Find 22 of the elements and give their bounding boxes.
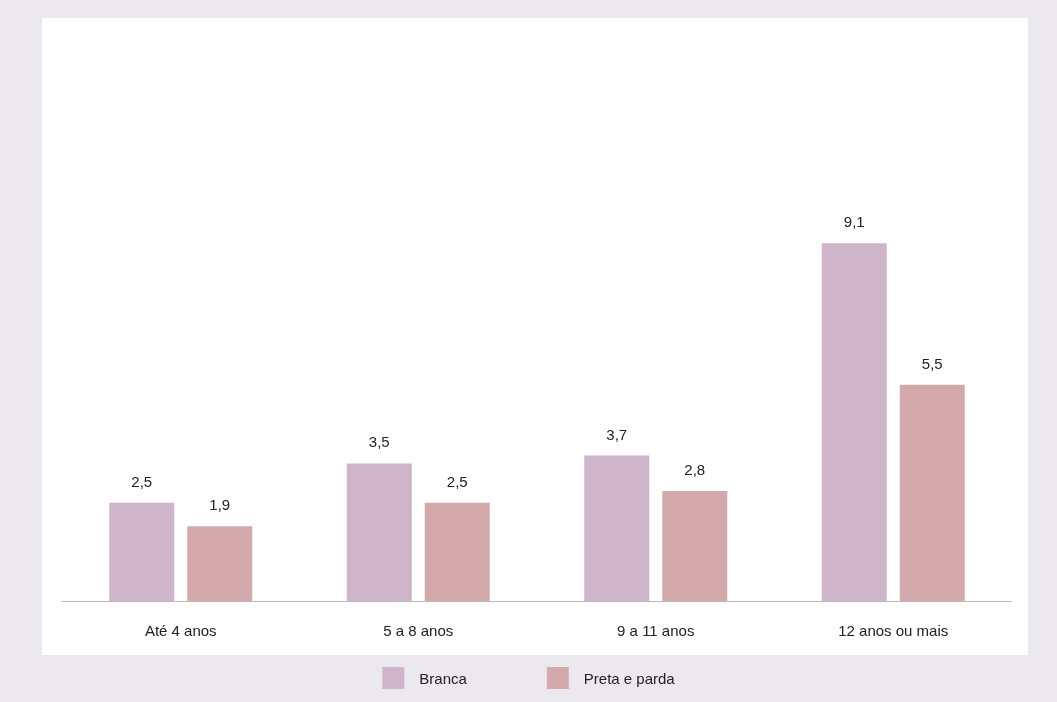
bar — [899, 384, 965, 601]
x-tick-label: Até 4 anos — [144, 622, 217, 639]
data-label: 1,9 — [209, 496, 231, 514]
x-tick-label: 12 anos ou mais — [838, 622, 949, 639]
data-label: 9,1 — [843, 213, 865, 231]
data-label: 2,5 — [131, 472, 153, 490]
bar — [346, 463, 412, 601]
data-label: 2,8 — [684, 460, 706, 478]
bar — [821, 243, 887, 601]
data-label: 2,5 — [446, 472, 468, 490]
bar — [584, 455, 650, 601]
bar — [187, 526, 253, 601]
x-tick-label: 5 a 8 anos — [383, 622, 454, 639]
data-label: 5,5 — [921, 354, 943, 372]
legend-label: Branca — [419, 669, 468, 687]
bar — [424, 502, 490, 601]
x-tick-label: 9 a 11 anos — [617, 622, 695, 639]
data-label: 3,7 — [606, 425, 628, 443]
bar — [662, 490, 728, 601]
legend-label: Preta e parda — [583, 669, 676, 687]
data-label: 3,5 — [368, 433, 390, 451]
bar — [109, 502, 175, 601]
